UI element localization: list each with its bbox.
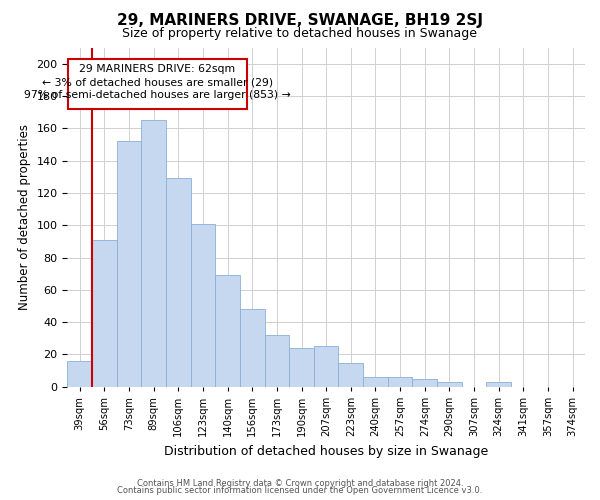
Bar <box>437 382 462 387</box>
Bar <box>215 276 240 387</box>
Text: Contains public sector information licensed under the Open Government Licence v3: Contains public sector information licen… <box>118 486 482 495</box>
Bar <box>166 178 191 387</box>
Bar <box>412 378 437 387</box>
Y-axis label: Number of detached properties: Number of detached properties <box>18 124 31 310</box>
Bar <box>141 120 166 387</box>
Bar <box>314 346 338 387</box>
Bar <box>92 240 116 387</box>
Text: 29, MARINERS DRIVE, SWANAGE, BH19 2SJ: 29, MARINERS DRIVE, SWANAGE, BH19 2SJ <box>117 12 483 28</box>
Bar <box>338 362 363 387</box>
Text: Contains HM Land Registry data © Crown copyright and database right 2024.: Contains HM Land Registry data © Crown c… <box>137 478 463 488</box>
Bar <box>67 361 92 387</box>
FancyBboxPatch shape <box>68 59 247 109</box>
Bar <box>363 377 388 387</box>
Bar <box>388 377 412 387</box>
Text: Size of property relative to detached houses in Swanage: Size of property relative to detached ho… <box>122 28 478 40</box>
X-axis label: Distribution of detached houses by size in Swanage: Distribution of detached houses by size … <box>164 444 488 458</box>
Text: 29 MARINERS DRIVE: 62sqm
← 3% of detached houses are smaller (29)
97% of semi-de: 29 MARINERS DRIVE: 62sqm ← 3% of detache… <box>24 64 291 100</box>
Bar <box>289 348 314 387</box>
Bar <box>116 141 141 387</box>
Bar <box>191 224 215 387</box>
Bar <box>487 382 511 387</box>
Bar <box>265 335 289 387</box>
Bar <box>240 309 265 387</box>
